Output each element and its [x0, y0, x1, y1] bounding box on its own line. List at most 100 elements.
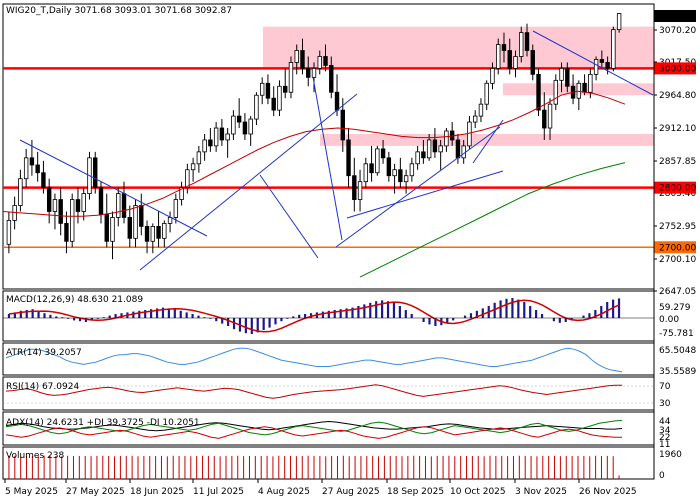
- last-price-label: 3092.87: [659, 12, 696, 22]
- rsi-tick-label: 30: [659, 399, 671, 409]
- atr-tick-label: 65.5048: [659, 346, 696, 356]
- candle-body: [467, 121, 472, 147]
- candle-body: [283, 85, 288, 93]
- date-tick-label: 27 Aug 2025: [322, 487, 380, 497]
- adx-tick-label: 11: [659, 440, 670, 450]
- macd-tick-label: -75.781: [659, 329, 694, 339]
- candle-body: [582, 82, 587, 93]
- trend-line: [472, 119, 504, 164]
- level-label: 2800.00: [659, 184, 696, 194]
- atr-label: ATR(14) 39.2057: [6, 348, 82, 358]
- candle-body: [259, 82, 265, 96]
- candle-body: [329, 65, 334, 93]
- rsi-label: RSI(14) 67.0924: [6, 382, 79, 392]
- candle-body: [311, 67, 317, 78]
- candle-body: [536, 73, 541, 111]
- candle-body: [438, 145, 443, 153]
- candle-body: [340, 109, 345, 141]
- candle-body: [519, 32, 524, 57]
- candle-body: [167, 217, 173, 224]
- candle-body: [127, 217, 132, 239]
- candle-body: [403, 175, 409, 183]
- candle-body: [6, 220, 12, 245]
- trend-line: [346, 170, 504, 219]
- rsi-tick-label: 70: [659, 382, 671, 392]
- candle-body: [104, 214, 109, 242]
- candle-body: [70, 199, 75, 242]
- date-tick-label: 5 May 2025: [5, 487, 58, 497]
- trend-line: [335, 126, 501, 248]
- volume-tick-label: 0: [659, 471, 665, 481]
- trend-line: [259, 174, 319, 259]
- candle-body: [392, 169, 397, 177]
- candle-body: [352, 175, 357, 200]
- volume-tick-label: 1960: [659, 450, 682, 460]
- candle-body: [496, 44, 501, 69]
- candle-body: [524, 32, 530, 51]
- candle-body: [334, 91, 340, 111]
- candle-body: [386, 157, 392, 177]
- candle-body: [501, 44, 507, 51]
- candle-body: [12, 205, 17, 221]
- candle-body: [380, 148, 386, 159]
- candle-body: [605, 62, 610, 69]
- level-label-box: [654, 62, 696, 75]
- candle-body: [35, 164, 40, 174]
- price-tick-label: 3070.20: [659, 26, 696, 36]
- atr-tick-label: 35.5589: [659, 367, 696, 377]
- candle-body: [139, 205, 144, 227]
- candle-body: [58, 199, 63, 224]
- candle-body: [196, 151, 202, 165]
- candle-body: [323, 56, 328, 66]
- price-tick-label: 2857.85: [659, 157, 696, 167]
- candle-body: [398, 169, 403, 183]
- candle-body: [369, 163, 374, 174]
- price-tick-label: 2912.10: [659, 124, 696, 134]
- atr-line: [5, 347, 623, 373]
- candle-body: [547, 103, 553, 129]
- macd-label: MACD(12,26,9) 48.630 21.089: [6, 295, 143, 305]
- candle-body: [507, 50, 512, 69]
- candle-body: [357, 181, 363, 200]
- candle-body: [110, 217, 115, 242]
- candle-body: [478, 103, 484, 117]
- candle-body: [363, 163, 369, 183]
- candle-body: [444, 130, 449, 147]
- candle-body: [156, 225, 161, 239]
- candle-body: [81, 193, 86, 212]
- price-tick-label: 2964.80: [659, 91, 696, 101]
- candle-body: [317, 56, 322, 69]
- candle-body: [41, 172, 46, 189]
- candle-body: [432, 139, 438, 153]
- candle-body: [18, 178, 23, 206]
- indicator-pane-frame: [2, 342, 655, 376]
- candle-body: [271, 97, 276, 111]
- candle-body: [213, 127, 219, 147]
- adx-tick-label: 44: [659, 417, 671, 427]
- indicator-pane-frame: [2, 446, 655, 480]
- plus-di-line: [5, 419, 623, 436]
- candle-body: [121, 193, 127, 218]
- candle-body: [306, 67, 311, 78]
- candle-body: [346, 139, 351, 177]
- candle-body: [29, 157, 35, 166]
- trend-line: [19, 139, 208, 237]
- candle-body: [421, 151, 426, 159]
- price-tick-label: 2752.95: [659, 222, 696, 232]
- candle-body: [75, 199, 81, 212]
- candle-body: [208, 139, 213, 147]
- price-tick-label: 2700.10: [659, 255, 696, 265]
- macd-tick-label: 59.279: [659, 303, 691, 313]
- moving-average-green: [359, 162, 626, 278]
- price-tick-label: 2647.05: [659, 287, 696, 297]
- date-tick-label: 3 Nov 2025: [515, 487, 567, 497]
- candle-body: [46, 187, 52, 212]
- candle-body: [265, 82, 271, 99]
- candle-body: [484, 82, 489, 105]
- candle-body: [219, 127, 225, 141]
- candle-body: [611, 29, 616, 69]
- candle-body: [455, 139, 461, 159]
- candle-body: [461, 145, 466, 159]
- level-label: 3000.00: [659, 64, 696, 74]
